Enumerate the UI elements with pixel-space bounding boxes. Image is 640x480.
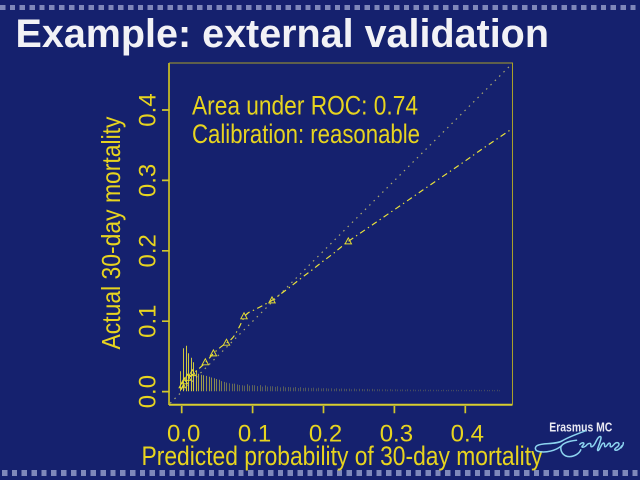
svg-text:Predicted probability of 30-da: Predicted probability of 30-day mortalit… [142, 441, 543, 471]
svg-text:0.0: 0.0 [167, 421, 200, 448]
svg-text:0.0: 0.0 [135, 375, 162, 408]
svg-text:Erasmus MC: Erasmus MC [549, 420, 612, 434]
svg-text:0.4: 0.4 [451, 421, 484, 448]
svg-text:0.3: 0.3 [380, 421, 413, 448]
svg-text:0.2: 0.2 [135, 234, 162, 267]
svg-text:Actual 30-day mortality: Actual 30-day mortality [96, 117, 126, 350]
svg-text:0.3: 0.3 [135, 164, 162, 197]
svg-text:Area under ROC: 0.74: Area under ROC: 0.74 [192, 91, 418, 121]
svg-text:0.1: 0.1 [135, 305, 162, 338]
svg-text:0.4: 0.4 [135, 93, 162, 126]
svg-text:0.1: 0.1 [238, 421, 271, 448]
svg-text:0.2: 0.2 [309, 421, 342, 448]
svg-text:Calibration: reasonable: Calibration: reasonable [192, 119, 420, 149]
